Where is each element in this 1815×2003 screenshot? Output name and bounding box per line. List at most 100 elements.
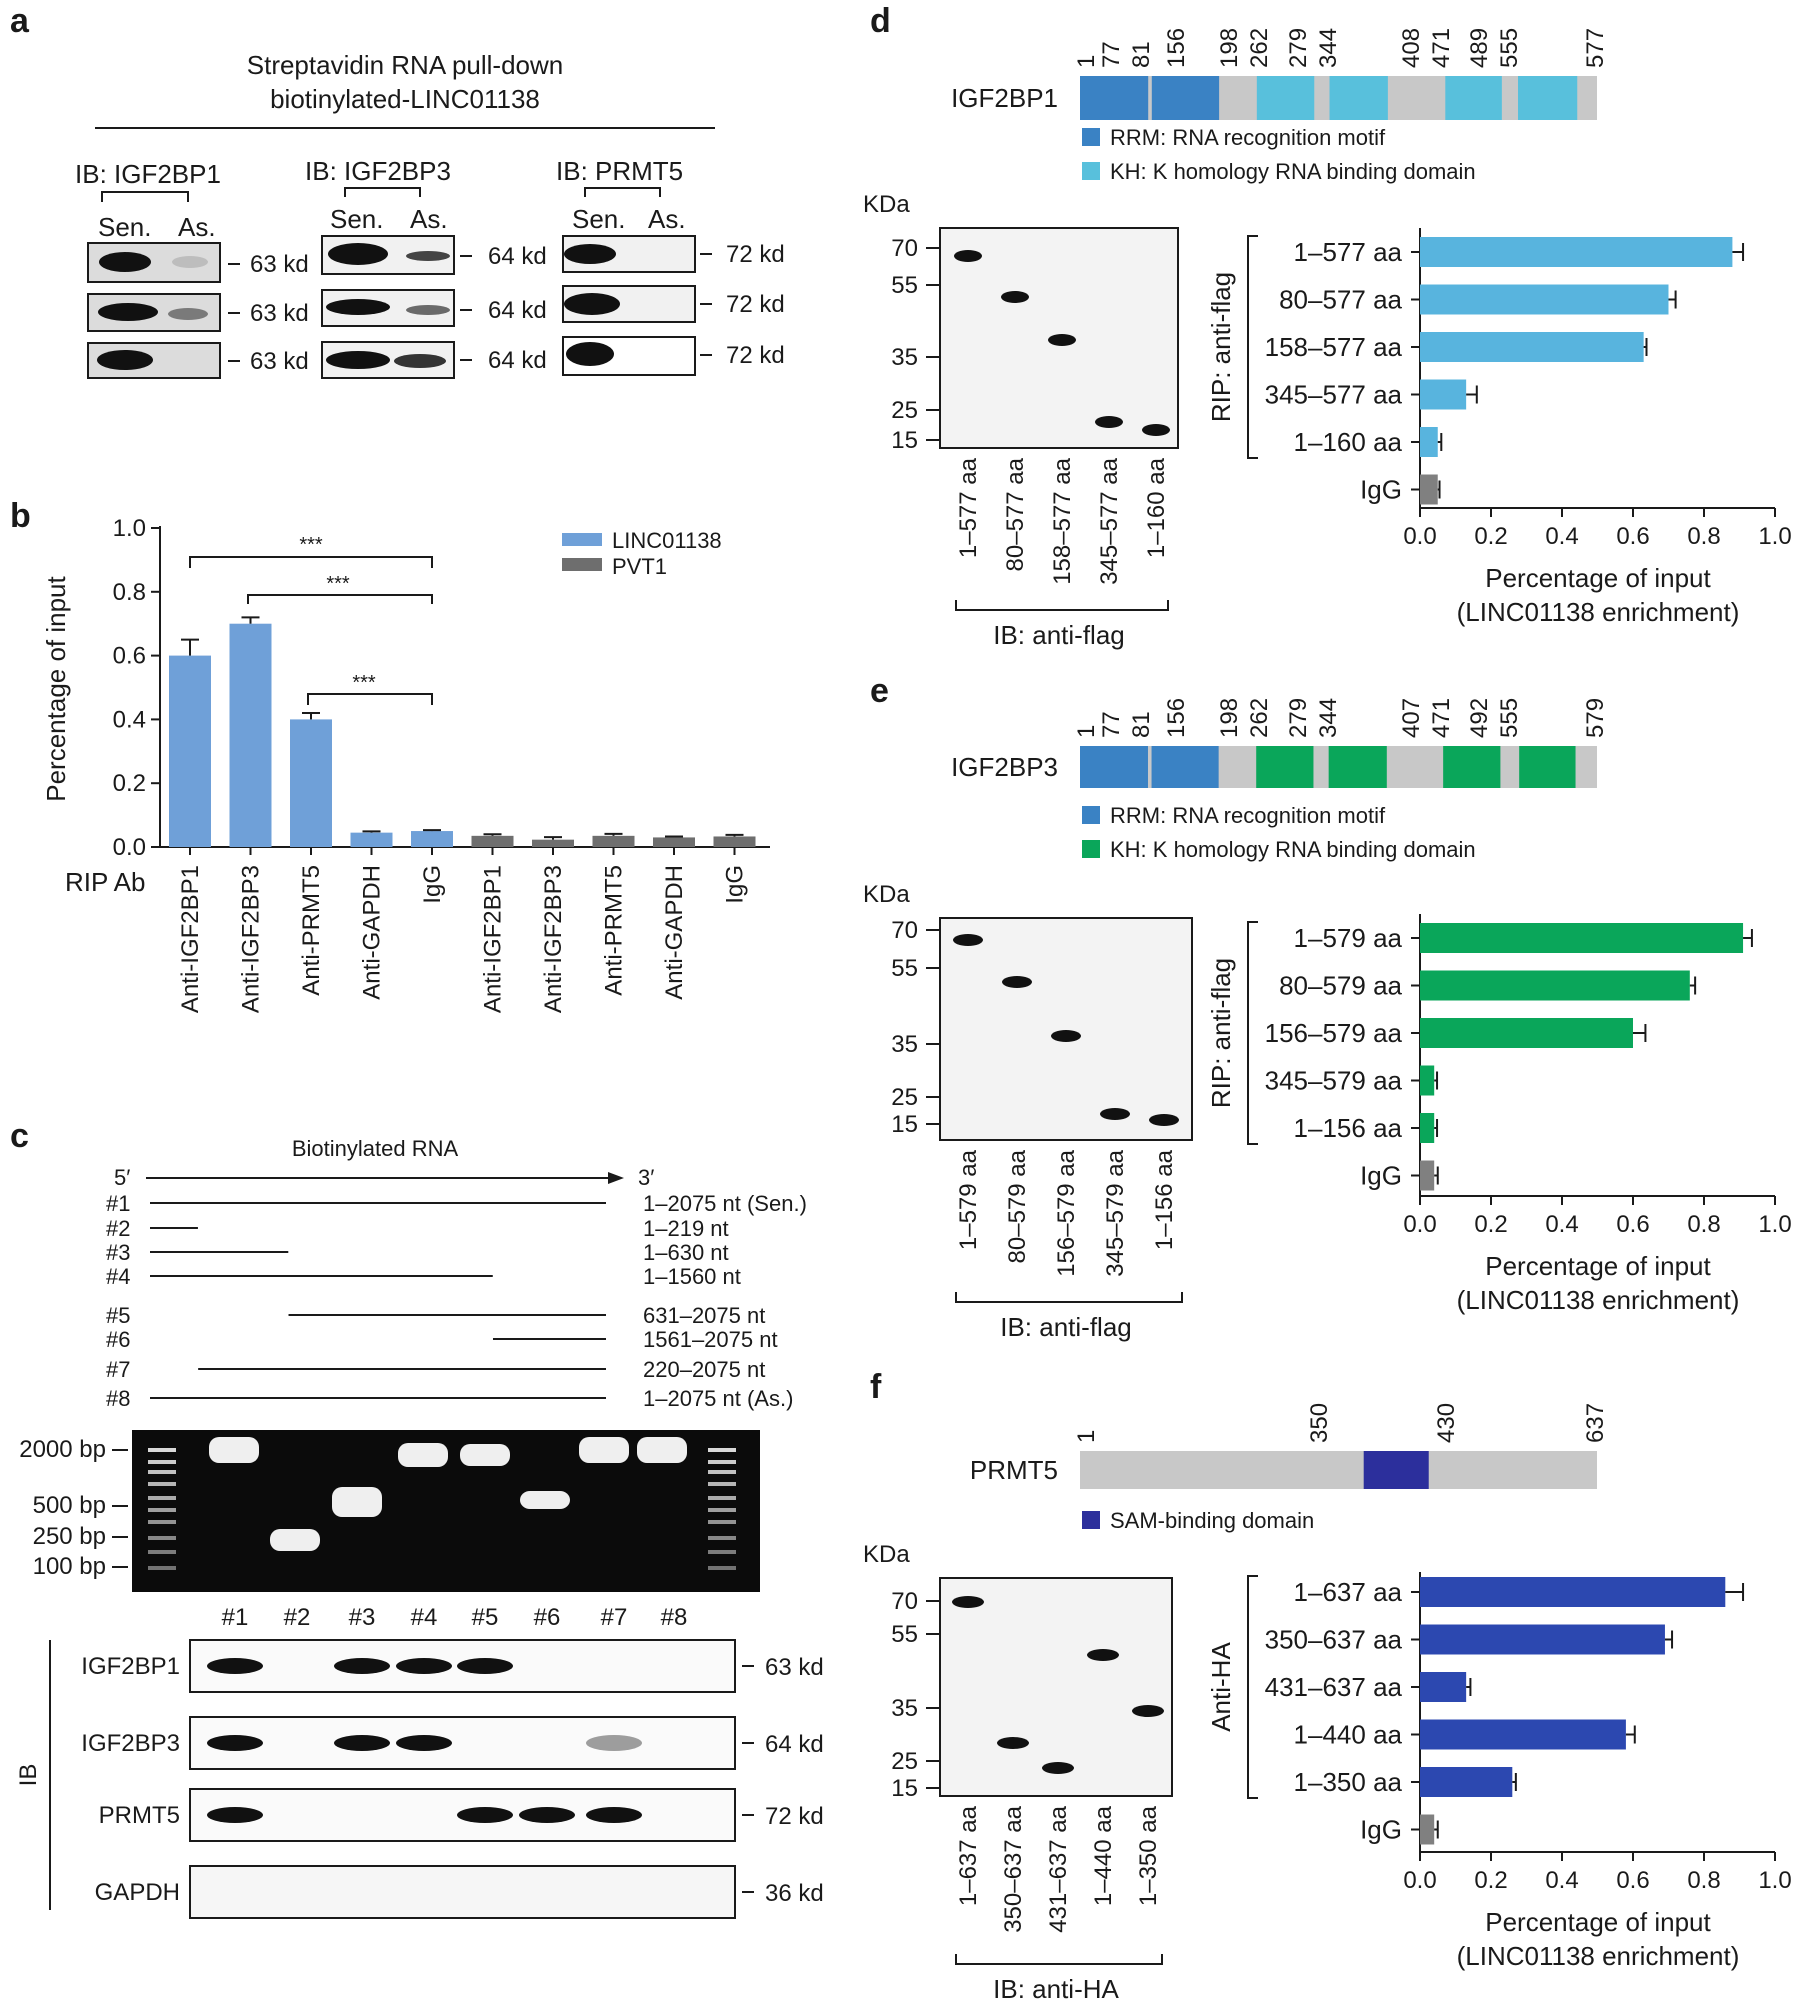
hbar-category-label: 1–577 aa: [1294, 237, 1403, 267]
sig-label-3: ***: [352, 672, 376, 694]
legend-swatch-linc: [562, 533, 602, 546]
legend-swatch-pvt: [562, 558, 602, 571]
hbar-bar: [1420, 1160, 1435, 1191]
panel-b: b Percentage of input RIP Ab 0.0 0.2 0.4 0.…: [10, 497, 770, 1013]
hbar-x-tick-label: 0.8: [1687, 1867, 1720, 1894]
marker-a-9: 72 kd: [726, 342, 785, 369]
band: [406, 305, 450, 315]
ladder-band: [148, 1482, 176, 1486]
hbar-bar: [1420, 1719, 1626, 1750]
gel-band: [460, 1444, 510, 1466]
panel-a-lane-sen-3: Sen.: [572, 204, 626, 234]
construct-label: 1–2075 nt (As.): [643, 1386, 793, 1411]
blot-band: [1048, 334, 1076, 346]
b-x-tick-label: Anti-PRMT5: [601, 865, 628, 996]
ladder-band: [148, 1460, 176, 1464]
domain-position: 279: [1285, 28, 1312, 68]
blot-membrane: [939, 1577, 1173, 1797]
domain-protein-name: IGF2BP1: [951, 83, 1058, 113]
hbar-group-label: Anti-HA: [1206, 1642, 1236, 1732]
gel-ladder-100: 100 bp: [33, 1553, 106, 1580]
hbar-category-label: 345–579 aa: [1265, 1066, 1403, 1096]
ib-band: [334, 1658, 390, 1674]
construct-label: 1561–2075 nt: [643, 1327, 778, 1352]
panel-label-b: b: [10, 497, 31, 535]
b-x-tick-label: Anti-IGF2BP1: [480, 865, 507, 1013]
construct-id: #2: [106, 1216, 130, 1241]
ladder-band: [708, 1508, 736, 1512]
gel-band: [579, 1437, 629, 1463]
b-ylabel: Percentage of input: [41, 575, 71, 801]
hbar-xlabel-line2: (LINC01138 enrichment): [1457, 1285, 1740, 1315]
ib-marker: 72 kd: [765, 1803, 824, 1830]
domain-segment: [1518, 76, 1578, 120]
gel-band: [270, 1529, 320, 1551]
hbar-category-label: 158–577 aa: [1265, 332, 1403, 362]
band: [98, 303, 158, 321]
hbar-category-label: 80–577 aa: [1279, 285, 1402, 315]
hbar-x-tick-label: 0.8: [1687, 523, 1720, 550]
hbar-category-label: IgG: [1360, 1815, 1402, 1845]
ib-marker: 63 kd: [765, 1654, 824, 1681]
domain-position: 471: [1428, 28, 1455, 68]
ladder-band: [708, 1496, 736, 1500]
band: [97, 350, 153, 370]
panel-a-ib-prmt5: IB: PRMT5: [556, 156, 683, 186]
ladder-band: [148, 1496, 176, 1500]
lane-label: #6: [534, 1604, 561, 1631]
hbar-bar: [1420, 1577, 1726, 1607]
ib-band: [396, 1735, 452, 1751]
panel-a-title-line2: biotinylated-LINC01138: [270, 84, 540, 114]
b-y-tick-label: 0.6: [113, 643, 146, 670]
b-y-tick-label: 0.0: [113, 834, 146, 861]
domain-segment: [1363, 1451, 1429, 1489]
blot-membrane: [939, 917, 1193, 1141]
blot-tick-label: 35: [891, 1695, 918, 1722]
domain-position: 471: [1428, 698, 1455, 738]
domain-position: 1: [1073, 55, 1100, 68]
domain-segment: [1151, 76, 1220, 120]
gel-band: [520, 1491, 570, 1509]
domain-position: 77: [1098, 711, 1125, 738]
marker-a-8: 72 kd: [726, 291, 785, 318]
blot-tick-label: 55: [891, 955, 918, 982]
hbar-x-tick-label: 0.6: [1616, 1211, 1649, 1238]
ib-blot: [189, 1639, 736, 1693]
b-bar: [169, 655, 211, 847]
blot-band: [1051, 1030, 1081, 1042]
construct-id: #3: [106, 1240, 130, 1265]
b-xlabel: RIP Ab: [65, 867, 145, 897]
hbar-x-tick-label: 0.4: [1545, 1211, 1578, 1238]
blot-band: [1042, 1762, 1074, 1774]
panel-f: f PRMT5 1 350 430 637 SAM-binding domain KDa 7…: [863, 1368, 1792, 2003]
b-bar: [653, 837, 695, 847]
band: [172, 256, 208, 268]
hbar-bar: [1420, 332, 1644, 362]
blot-ib-bracket: [955, 600, 1169, 611]
blot-tick-label: 35: [891, 1031, 918, 1058]
construct-id: #1: [106, 1191, 130, 1216]
b-x-tick-label: IgG: [419, 865, 446, 904]
ladder-band: [708, 1470, 736, 1474]
ladder-band: [708, 1460, 736, 1464]
panel-a-lane-sen-1: Sen.: [98, 212, 152, 242]
domain-segment: [1519, 746, 1576, 788]
hbar-group-label: RIP: anti-flag: [1206, 958, 1236, 1108]
domain-position: 198: [1216, 28, 1243, 68]
hbar-x-tick-label: 0.4: [1545, 1867, 1578, 1894]
gel-ladder-250: 250 bp: [33, 1523, 106, 1550]
panel-a-lane-sen-2: Sen.: [330, 204, 384, 234]
hbar-xlabel-line1: Percentage of input: [1485, 1251, 1711, 1281]
blot-lane-label: 1–350 aa: [1135, 1805, 1162, 1906]
sig-label-2: ***: [326, 573, 350, 595]
ladder-band: [148, 1566, 176, 1570]
panel-a-lane-as-2: As.: [410, 204, 448, 234]
hbar-x-tick-label: 0.0: [1403, 1867, 1436, 1894]
ib-marker: 64 kd: [765, 1731, 824, 1758]
blot-lane-label: 350–637 aa: [1000, 1805, 1027, 1932]
blot-ib-label: IB: anti-flag: [1000, 1312, 1132, 1342]
hbar-bar: [1420, 923, 1744, 953]
lane-label: #4: [411, 1604, 438, 1631]
panel-c: c Biotinylated RNA 5′ 3′ #1 1–2075 nt (Se…: [10, 1117, 824, 1919]
construct-label: 1–1560 nt: [643, 1264, 741, 1289]
